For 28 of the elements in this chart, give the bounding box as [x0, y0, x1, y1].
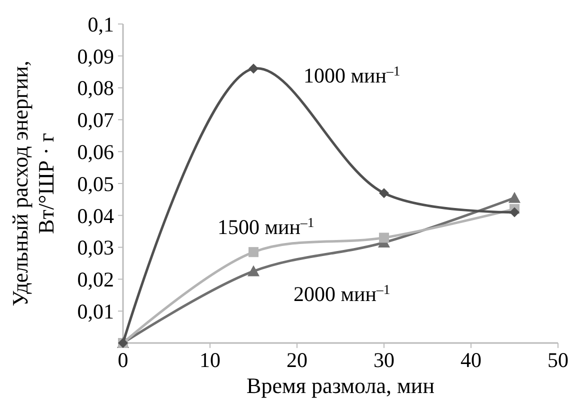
series-label: 2000 мин$^{–1}$ — [294, 282, 390, 306]
x-tick-label: 20 — [286, 348, 308, 372]
x-tick-label: 50 — [548, 348, 568, 372]
y-tick-label: 0,02 — [77, 268, 114, 292]
point — [508, 192, 520, 203]
point — [248, 64, 258, 74]
x-tick-label: 10 — [200, 348, 220, 372]
y-axis-title: Удельный расход энергии, Вт/°ШР · г — [8, 60, 59, 306]
y-tick-label: 0,08 — [77, 76, 114, 100]
y-tick-label: 0,07 — [77, 108, 114, 132]
x-tick-label: 0 — [118, 348, 128, 372]
series-label: 1000 мин$^{–1}$ — [304, 63, 400, 88]
x-tick-label: 40 — [460, 348, 482, 372]
y-tick-label: 0,09 — [77, 44, 114, 68]
y-tick-label: 0,04 — [77, 204, 114, 228]
point — [248, 265, 260, 276]
y-tick-label: 0,01 — [77, 299, 114, 324]
y-tick-label: 0,1 — [88, 12, 114, 36]
point — [379, 188, 389, 198]
point — [379, 232, 389, 243]
series-label: 1500 мин$^{–1}$ — [218, 214, 314, 240]
point — [248, 247, 258, 258]
y-tick-label: 0,03 — [77, 236, 114, 260]
x-tick-label: 30 — [374, 348, 394, 372]
x-axis-title: Время размола, мин — [246, 373, 435, 398]
point — [510, 207, 520, 218]
y-tick-label: 0,06 — [77, 140, 114, 164]
y-tick-label: 0,05 — [77, 172, 114, 196]
